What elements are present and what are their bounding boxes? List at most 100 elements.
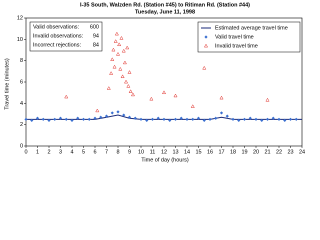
- legend-box: [197, 21, 301, 53]
- x-tick-label: 21: [264, 149, 270, 155]
- valid-point: [133, 116, 137, 120]
- valid-point: [139, 117, 143, 121]
- valid-point: [214, 116, 218, 120]
- valid-point: [145, 118, 149, 122]
- valid-point: [168, 118, 172, 122]
- x-tick-label: 23: [287, 149, 293, 155]
- valid-point: [110, 111, 114, 115]
- invalid-point: [110, 57, 115, 61]
- invalid-point: [64, 94, 69, 99]
- info-label: Invalid observations:: [33, 33, 84, 39]
- valid-point: [156, 116, 160, 120]
- x-tick-label: 18: [230, 149, 236, 155]
- valid-point: [99, 115, 103, 119]
- valid-point: [122, 113, 126, 117]
- x-tick-label: 19: [241, 149, 247, 155]
- valid-point: [116, 110, 120, 114]
- info-label: Incorrect rejections:: [33, 42, 81, 48]
- invalid-point: [127, 70, 132, 74]
- x-tick-label: 6: [93, 149, 96, 155]
- y-tick-label: 4: [20, 101, 23, 107]
- valid-point: [202, 118, 206, 122]
- y-tick-label: 10: [17, 37, 23, 43]
- valid-point: [260, 118, 264, 122]
- x-tick-label: 4: [70, 149, 73, 155]
- x-tick-label: 14: [184, 149, 190, 155]
- valid-point: [24, 117, 28, 121]
- x-tick-label: 24: [299, 149, 305, 155]
- x-tick-label: 17: [218, 149, 224, 155]
- valid-point: [219, 111, 224, 115]
- valid-point: [248, 116, 252, 120]
- valid-point: [87, 117, 91, 121]
- valid-point: [294, 117, 298, 121]
- x-tick-label: 3: [59, 149, 62, 155]
- invalid-point: [106, 86, 111, 90]
- x-tick-label: 0: [24, 149, 27, 155]
- invalid-point: [119, 35, 124, 40]
- x-tick-label: 10: [138, 149, 144, 155]
- invalid-point: [109, 71, 114, 75]
- valid-point: [93, 116, 97, 120]
- valid-point: [81, 117, 86, 121]
- invalid-point: [113, 39, 118, 43]
- valid-point: [35, 116, 40, 120]
- invalid-point: [112, 64, 117, 69]
- legend-swatch: [204, 35, 208, 39]
- legend-label: Valid travel time: [215, 34, 254, 40]
- invalid-point: [128, 89, 133, 93]
- valid-point: [41, 117, 45, 121]
- info-value: 94: [93, 33, 99, 39]
- legend-label: Estimated average travel time: [215, 25, 288, 31]
- valid-point: [265, 117, 270, 121]
- info-label: Valid observations:: [33, 24, 80, 30]
- valid-point: [70, 118, 74, 122]
- chart: I-35 South, Walzden Rd. (Station #45) to…: [4, 2, 306, 164]
- y-tick-label: 0: [20, 143, 23, 149]
- invalid-point: [161, 90, 167, 95]
- invalid-point: [126, 83, 131, 88]
- valid-point: [191, 117, 195, 121]
- chart-subtitle: Tuesday, June 11, 1998: [135, 9, 195, 15]
- valid-point: [225, 114, 229, 118]
- valid-point: [196, 116, 201, 120]
- valid-point: [64, 117, 68, 121]
- y-tick-label: 8: [20, 58, 23, 64]
- x-tick-label: 22: [276, 149, 282, 155]
- invalid-point: [190, 104, 195, 108]
- invalid-point: [202, 65, 207, 70]
- x-tick-label: 13: [172, 149, 178, 155]
- valid-point: [231, 117, 235, 121]
- invalid-point: [115, 51, 121, 56]
- x-tick-label: 20: [253, 149, 259, 155]
- valid-point: [179, 116, 183, 120]
- valid-point: [30, 118, 34, 122]
- invalid-point: [149, 96, 154, 101]
- valid-point: [208, 117, 212, 121]
- x-tick-label: 2: [47, 149, 50, 155]
- invalid-point: [114, 31, 119, 36]
- valid-point: [237, 118, 241, 122]
- valid-point: [254, 117, 258, 121]
- valid-point: [271, 116, 275, 120]
- x-tick-label: 8: [116, 149, 119, 155]
- valid-point: [185, 117, 189, 121]
- invalid-point: [117, 42, 122, 47]
- invalid-point: [125, 45, 130, 50]
- valid-point: [283, 118, 287, 122]
- valid-point: [76, 116, 80, 120]
- invalid-point: [122, 60, 127, 65]
- y-axis-title: Travel time (minutes): [4, 58, 10, 110]
- invalid-point: [120, 74, 125, 79]
- invalid-point: [219, 95, 224, 100]
- y-tick-label: 6: [20, 79, 23, 85]
- invalid-point: [111, 47, 116, 52]
- x-tick-label: 12: [161, 149, 167, 155]
- x-tick-label: 15: [195, 149, 201, 155]
- invalid-point: [130, 92, 135, 97]
- valid-point: [162, 117, 166, 121]
- valid-point: [127, 115, 132, 119]
- valid-point: [58, 116, 63, 120]
- valid-point: [242, 117, 247, 121]
- x-tick-label: 11: [150, 149, 156, 155]
